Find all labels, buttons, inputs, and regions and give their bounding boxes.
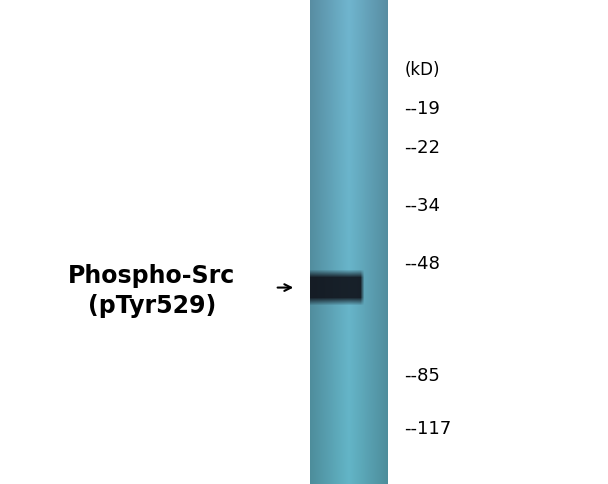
Text: --48: --48 xyxy=(404,255,440,273)
Text: --19: --19 xyxy=(404,100,440,118)
Text: (kD): (kD) xyxy=(404,61,440,79)
Text: --117: --117 xyxy=(404,419,452,438)
Text: --34: --34 xyxy=(404,197,440,215)
Text: --85: --85 xyxy=(404,366,440,384)
Text: Phospho-Src
(pTyr529): Phospho-Src (pTyr529) xyxy=(68,264,236,317)
Text: --22: --22 xyxy=(404,138,440,157)
